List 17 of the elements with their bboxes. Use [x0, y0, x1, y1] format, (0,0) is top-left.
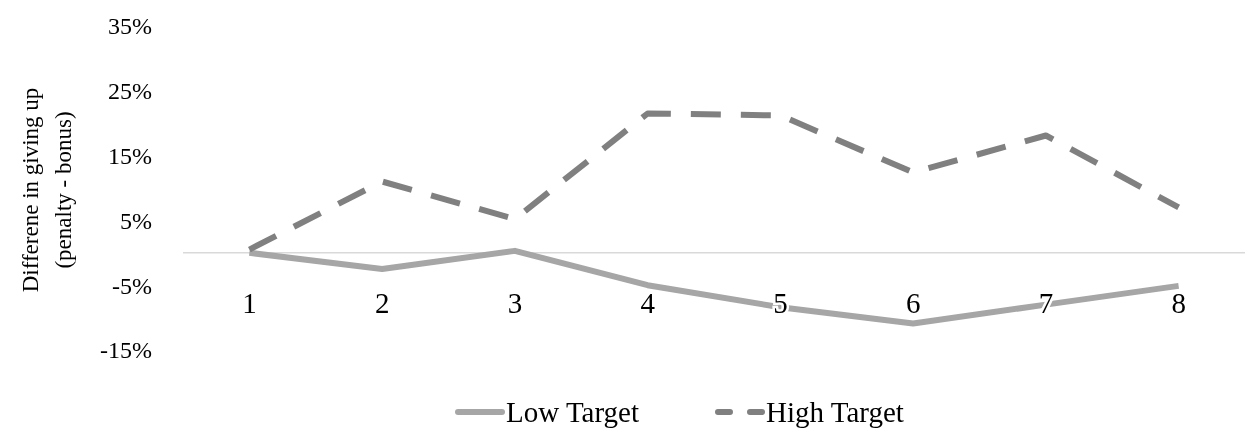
legend-label: High Target: [766, 396, 904, 429]
y-tick-label: 35%: [108, 13, 152, 40]
y-tick-label: 15%: [108, 143, 152, 169]
legend-label: Low Target: [506, 396, 640, 429]
y-tick-label: 25%: [108, 78, 152, 105]
x-tick-label: 3: [507, 286, 523, 319]
y-axis-title: Differene in giving up (penalty - bonus): [18, 87, 76, 293]
x-tick-label: 5: [773, 286, 788, 319]
y-tick-label: 5%: [120, 207, 152, 234]
x-tick-label: 2: [374, 286, 390, 319]
y-tick-label: -5%: [112, 272, 153, 299]
y-tick-label: -15%: [100, 337, 153, 364]
x-tick-label: 8: [1171, 286, 1186, 319]
x-tick-label: 4: [640, 286, 656, 319]
x-tick-label: 7: [1038, 286, 1054, 319]
x-tick-label: 6: [905, 286, 921, 319]
x-tick-label: 1: [242, 286, 257, 319]
